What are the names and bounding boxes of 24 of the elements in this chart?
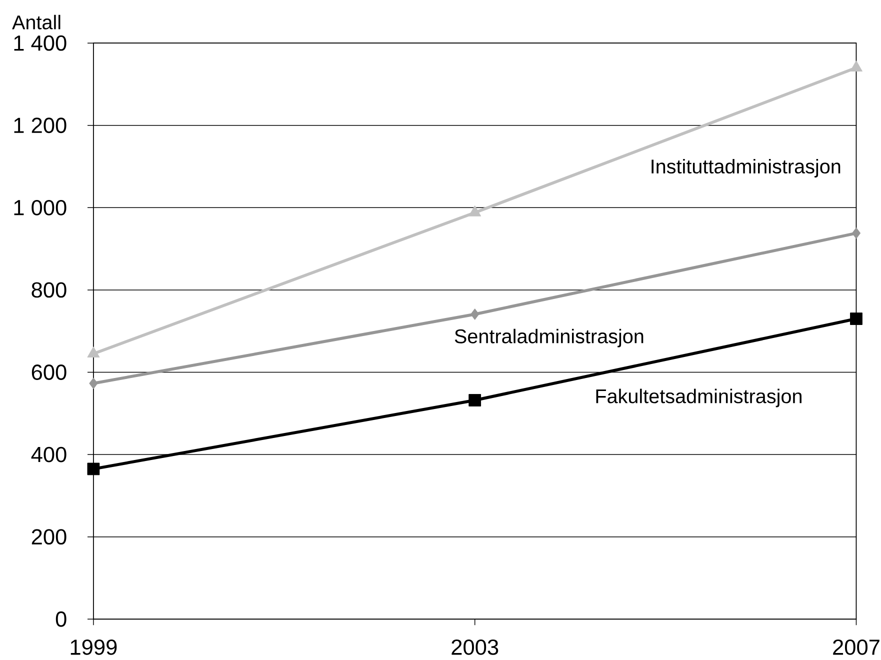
- y-tick-label: 200: [32, 529, 66, 545]
- x-tick-label: 1999: [70, 640, 117, 656]
- point: [850, 312, 862, 326]
- point: [468, 394, 482, 407]
- point: [850, 60, 862, 72]
- point: [87, 462, 100, 476]
- y-tick-label: 400: [31, 446, 66, 462]
- series-label: Fakultetsadministrasjon: [596, 388, 802, 408]
- y-tick-label: 0: [56, 612, 66, 627]
- point: [852, 228, 861, 240]
- x-tick-label: 2007: [833, 640, 880, 656]
- series-label: Sentraladministrasjon: [454, 328, 644, 348]
- y-tick-label: 1 000: [14, 200, 66, 216]
- point: [89, 378, 98, 390]
- y-tick-label: 800: [32, 282, 66, 298]
- point: [87, 346, 100, 358]
- y-axis-title: Antall: [12, 14, 60, 30]
- y-tick-label: 1 400: [14, 35, 66, 51]
- y-tick-label: 600: [32, 364, 66, 380]
- series-label: Instituttadministrasjon: [652, 159, 840, 178]
- point: [470, 308, 480, 320]
- y-tick-label: 1 200: [14, 118, 66, 134]
- point: [468, 206, 482, 216]
- x-tick-label: 2003: [452, 640, 498, 656]
